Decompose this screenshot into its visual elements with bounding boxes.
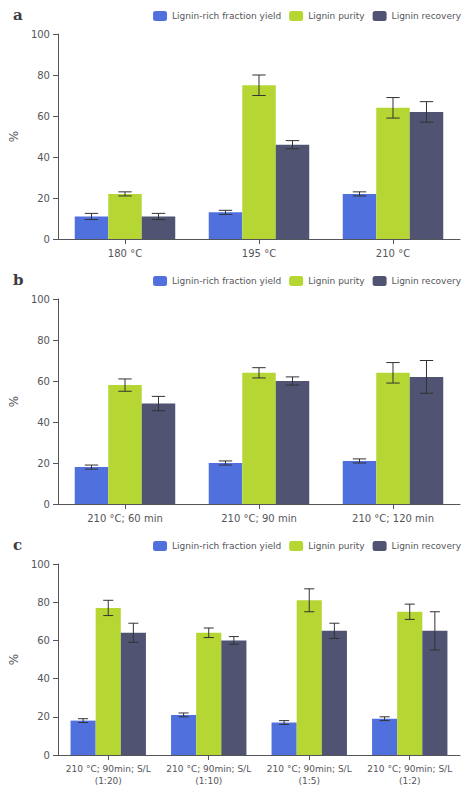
- svg-text:180 °C: 180 °C: [108, 248, 142, 259]
- svg-text:210 °C: 210 °C: [376, 248, 410, 259]
- svg-text:c: c: [13, 536, 22, 554]
- svg-text:210 °C; 90min; S/L: 210 °C; 90min; S/L: [267, 764, 352, 774]
- svg-text:100: 100: [31, 294, 50, 305]
- svg-text:100: 100: [31, 29, 50, 40]
- svg-text:Lignin-rich fraction yield: Lignin-rich fraction yield: [172, 541, 281, 551]
- svg-text:Lignin purity: Lignin purity: [308, 541, 365, 551]
- svg-text:60: 60: [37, 111, 50, 122]
- svg-text:(1:20): (1:20): [95, 776, 122, 786]
- svg-text:Lignin-rich fraction yield: Lignin-rich fraction yield: [172, 11, 281, 21]
- svg-text:195 °C: 195 °C: [242, 248, 276, 259]
- svg-text:20: 20: [37, 711, 50, 722]
- svg-text:210 °C; 90min; S/L: 210 °C; 90min; S/L: [66, 764, 151, 774]
- svg-text:Lignin recovery: Lignin recovery: [392, 11, 462, 21]
- svg-text:60: 60: [37, 635, 50, 646]
- svg-text:Lignin-rich fraction yield: Lignin-rich fraction yield: [172, 276, 281, 286]
- svg-text:210 °C; 90min; S/L: 210 °C; 90min; S/L: [367, 764, 452, 774]
- svg-text:40: 40: [37, 152, 50, 163]
- svg-text:%: %: [7, 396, 21, 407]
- svg-text:0: 0: [44, 499, 50, 510]
- svg-text:20: 20: [37, 458, 50, 469]
- svg-text:40: 40: [37, 417, 50, 428]
- svg-text:Lignin purity: Lignin purity: [308, 276, 365, 286]
- svg-text:210 °C; 120 min: 210 °C; 120 min: [352, 513, 434, 524]
- svg-text:40: 40: [37, 673, 50, 684]
- svg-text:210 °C; 90 min: 210 °C; 90 min: [221, 513, 297, 524]
- svg-text:(1:10): (1:10): [195, 776, 222, 786]
- svg-text:100: 100: [31, 559, 50, 570]
- svg-text:Lignin purity: Lignin purity: [308, 11, 365, 21]
- svg-text:a: a: [13, 6, 23, 24]
- svg-text:Lignin recovery: Lignin recovery: [392, 541, 462, 551]
- svg-text:80: 80: [37, 70, 50, 81]
- svg-text:Lignin recovery: Lignin recovery: [392, 276, 462, 286]
- svg-text:80: 80: [37, 335, 50, 346]
- svg-text:0: 0: [44, 234, 50, 245]
- svg-text:210 °C; 90min; S/L: 210 °C; 90min; S/L: [166, 764, 251, 774]
- svg-text:210 °C; 60 min: 210 °C; 60 min: [87, 513, 163, 524]
- svg-text:%: %: [7, 131, 21, 142]
- svg-text:(1:2): (1:2): [399, 776, 421, 786]
- svg-text:0: 0: [44, 750, 50, 761]
- svg-text:(1:5): (1:5): [298, 776, 320, 786]
- svg-text:b: b: [13, 271, 24, 289]
- svg-text:20: 20: [37, 193, 50, 204]
- svg-text:60: 60: [37, 376, 50, 387]
- svg-text:%: %: [7, 654, 21, 665]
- svg-text:80: 80: [37, 597, 50, 608]
